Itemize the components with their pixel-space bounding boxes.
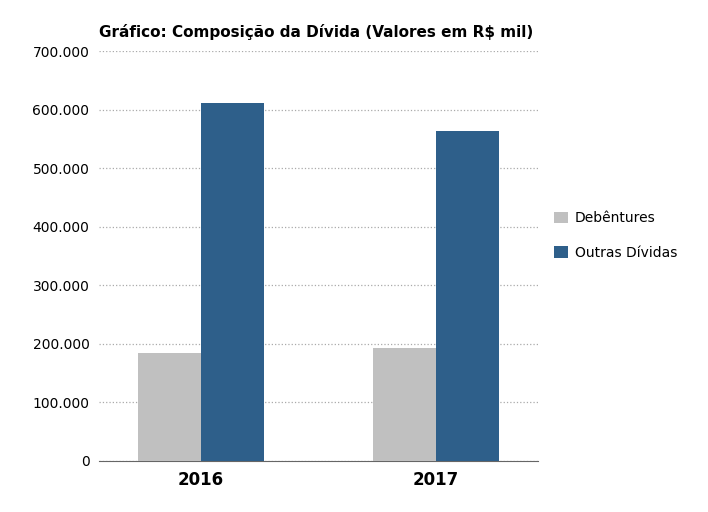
- Legend: Debêntures, Outras Dívidas: Debêntures, Outras Dívidas: [554, 211, 677, 260]
- Bar: [201, 103, 263, 461]
- Bar: [374, 348, 436, 461]
- Bar: [436, 131, 499, 461]
- Text: Gráfico: Composição da Dívida (Valores em R$ mil): Gráfico: Composição da Dívida (Valores e…: [99, 24, 533, 40]
- Bar: [138, 353, 201, 461]
